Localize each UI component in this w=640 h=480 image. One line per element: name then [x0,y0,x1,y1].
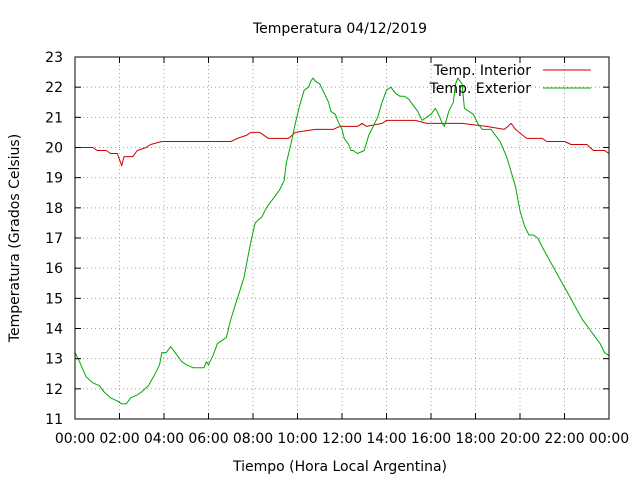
y-tick-label: 13 [45,352,63,368]
x-axis-label: Tiempo (Hora Local Argentina) [232,459,447,475]
y-tick-labels: 11 12 13 14 15 16 17 18 19 20 21 22 23 [45,50,63,428]
y-tick-label: 15 [45,291,63,307]
y-axis-label: Temperatura (Grados Celsius) [7,134,23,343]
y-tick-label: 23 [45,50,63,66]
grid-lines [75,57,609,419]
y-tick-label: 12 [45,382,63,398]
x-tick-label: 10:00 [277,431,317,447]
x-tick-label: 12:00 [322,431,362,447]
data-series [74,77,610,405]
y-tick-label: 17 [45,231,63,247]
legend: Temp. Interior Temp. Exterior [429,63,591,97]
x-tick-label: 06:00 [188,431,228,447]
y-tick-label: 21 [45,110,63,126]
x-tick-label: 22:00 [544,431,584,447]
x-tick-label: 02:00 [99,431,139,447]
y-tick-label: 11 [45,412,63,428]
series-line-exterior [74,77,610,405]
x-tick-label: 08:00 [233,431,273,447]
x-tick-labels: 00:00 02:00 04:00 06:00 08:00 10:00 12:00 14:00… [55,431,629,447]
y-tick-label: 20 [45,141,63,157]
x-tick-label: 04:00 [144,431,184,447]
legend-label: Temp. Exterior [429,81,532,97]
y-tick-label: 22 [45,80,63,96]
y-tick-label: 18 [45,201,63,217]
x-tick-label: 16:00 [411,431,451,447]
x-tick-label: 18:00 [455,431,495,447]
y-tick-label: 14 [45,322,63,338]
axis-ticks [74,56,610,420]
y-tick-label: 16 [45,261,63,277]
x-tick-label: 00:00 [589,431,629,447]
x-tick-label: 20:00 [500,431,540,447]
y-tick-label: 19 [45,171,63,187]
series-line-interior [75,119,610,167]
x-tick-label: 14:00 [366,431,406,447]
legend-label: Temp. Interior [433,63,532,79]
x-tick-label: 00:00 [55,431,95,447]
chart-title: Temperatura 04/12/2019 [252,21,427,37]
